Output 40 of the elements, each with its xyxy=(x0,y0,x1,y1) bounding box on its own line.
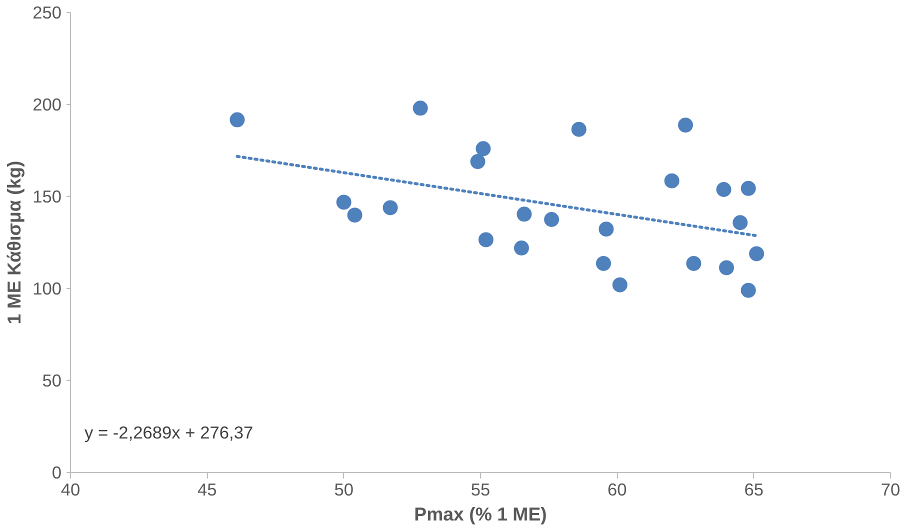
point xyxy=(740,282,756,298)
point xyxy=(382,200,398,216)
annotation: y = -2,2689x + 276,37 xyxy=(84,422,254,442)
y-tick-label: 150 xyxy=(32,186,62,206)
point xyxy=(749,246,764,262)
y-tick-label: 200 xyxy=(32,94,62,114)
point xyxy=(740,180,756,196)
x-tick-label: 55 xyxy=(470,480,490,500)
point xyxy=(336,194,352,210)
x-tick-label: 70 xyxy=(880,480,900,500)
point xyxy=(732,215,748,230)
y-tick-label: 0 xyxy=(52,462,62,482)
point xyxy=(478,232,494,248)
x-tick-label: 50 xyxy=(334,480,354,500)
point xyxy=(470,154,486,170)
point xyxy=(598,222,614,237)
x-axis-title: Pmax (% 1 ME) xyxy=(414,504,547,524)
point xyxy=(230,112,245,128)
point xyxy=(347,208,362,223)
point xyxy=(596,256,611,271)
point xyxy=(412,100,428,116)
point xyxy=(678,118,693,133)
x-tick-label: 60 xyxy=(608,480,627,500)
point xyxy=(516,206,532,222)
point xyxy=(664,173,680,188)
point xyxy=(544,212,560,227)
y-axis-title: 1 ME Κάθισμα (kg) xyxy=(4,160,25,324)
y-tick-label: 250 xyxy=(32,2,62,22)
point xyxy=(686,256,702,271)
point xyxy=(571,122,586,137)
point xyxy=(476,141,491,156)
x-tick-label: 40 xyxy=(60,480,80,500)
point xyxy=(514,240,529,256)
point xyxy=(719,260,734,276)
x-tick-label: 45 xyxy=(198,480,217,500)
y-tick-label: 50 xyxy=(42,370,62,390)
point xyxy=(716,182,732,197)
y-tick-label: 100 xyxy=(32,278,62,298)
x-tick-label: 65 xyxy=(744,480,764,500)
point xyxy=(612,277,628,292)
